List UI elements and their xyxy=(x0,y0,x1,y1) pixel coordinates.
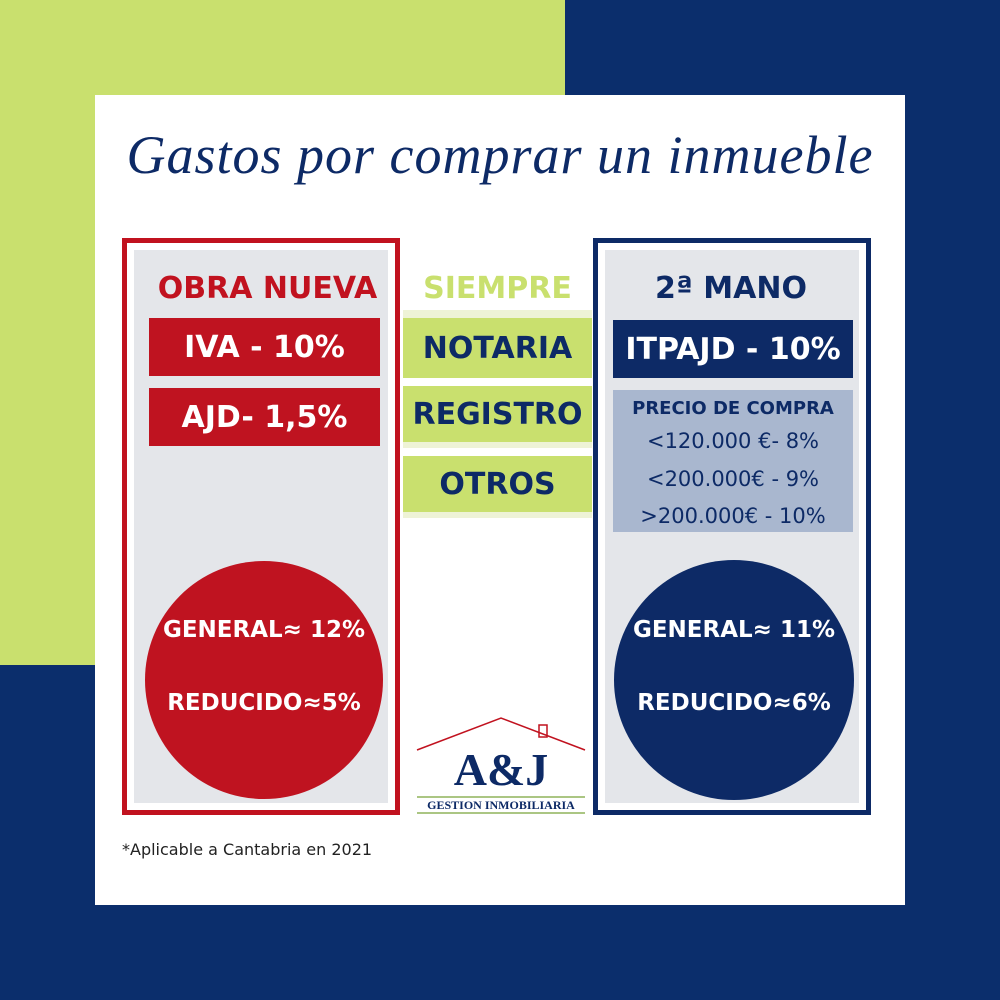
left-circle-text: GENERAL≈ 12% xyxy=(162,617,366,643)
logo-tagline: GESTION INMOBILIARIA xyxy=(427,797,575,812)
title: Gastos por comprar un inmueble xyxy=(126,125,874,185)
price-heading: PRECIO DE COMPRA xyxy=(632,397,834,419)
left-item: AJD- 1,5% xyxy=(149,388,380,446)
middle-item: OTROS xyxy=(403,456,592,518)
left-circle xyxy=(145,561,383,799)
price-row: <120.000 €- 8% xyxy=(646,429,820,453)
right-circle-text: GENERAL≈ 11% xyxy=(632,617,836,643)
logo-roof xyxy=(416,717,586,814)
middle-heading: SIEMPRE xyxy=(423,270,572,306)
left-heading: OBRA NUEVA xyxy=(157,270,378,306)
right-item: ITPAJD - 10% xyxy=(613,320,853,378)
price-table: PRECIO DE COMPRA <120.000 €- 8% <200.000… xyxy=(613,390,853,532)
middle-item: REGISTRO xyxy=(403,386,592,448)
right-circle-text: REDUCIDO≈6% xyxy=(637,690,831,716)
price-row: >200.000€ - 10% xyxy=(640,504,826,528)
price-row: <200.000€ - 9% xyxy=(646,467,820,491)
left-item: IVA - 10% xyxy=(149,318,380,376)
footnote: *Aplicable a Cantabria en 2021 xyxy=(122,840,373,859)
middle-item: NOTARIA xyxy=(403,310,592,378)
logo-mark: A&J xyxy=(453,743,549,795)
right-heading: 2ª MANO xyxy=(655,270,807,306)
left-circle-text: REDUCIDO≈5% xyxy=(167,690,361,716)
right-circle xyxy=(614,560,854,800)
